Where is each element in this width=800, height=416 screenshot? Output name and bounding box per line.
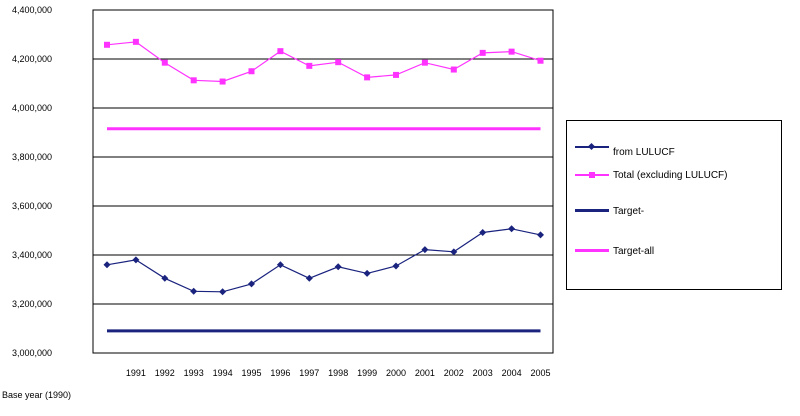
y-axis-ticks: 3,000,000 3,200,000 3,400,000 3,600,000 3,80…	[12, 5, 52, 358]
data-point-diamond	[305, 274, 313, 282]
data-point-diamond	[392, 262, 400, 270]
legend-item-target-all: Target-all	[575, 245, 654, 257]
series-markers	[103, 38, 544, 296]
data-point-square	[508, 48, 515, 55]
x-tick-label: 1997	[299, 368, 319, 378]
data-point-diamond	[334, 263, 342, 271]
legend-swatch-square	[575, 169, 609, 181]
data-point-square	[393, 71, 399, 78]
data-point-square	[190, 77, 197, 84]
y-tick-label: 3,200,000	[12, 299, 52, 309]
data-point-diamond	[190, 287, 198, 295]
data-point-diamond	[479, 228, 487, 236]
data-point-diamond	[363, 269, 371, 277]
y-tick-label: 3,800,000	[12, 152, 52, 162]
x-tick-label: 1998	[328, 368, 348, 378]
legend: from LULUCF Total (excluding LULUCF) Tar…	[566, 120, 782, 290]
data-point-square	[219, 78, 226, 85]
data-point-square	[248, 68, 255, 75]
x-tick-label: 2000	[386, 368, 406, 378]
y-tick-label: 4,200,000	[12, 54, 52, 64]
legend-item-from-lulucf: from LULUCF	[575, 135, 675, 158]
data-point-square	[450, 66, 457, 73]
data-point-diamond	[219, 288, 227, 296]
data-point-square	[277, 48, 284, 55]
data-point-diamond	[450, 248, 458, 256]
y-tick-label: 3,000,000	[12, 348, 52, 358]
line-chart: 3,000,000 3,200,000 3,400,000 3,600,000 3,80…	[12, 5, 554, 378]
data-point-square	[421, 59, 428, 66]
x-tick-label: 1991	[126, 368, 146, 378]
series-line-1	[106, 41, 541, 83]
x-tick-label: 2005	[530, 368, 550, 378]
x-tick-label: 2002	[444, 368, 464, 378]
legend-label: from LULUCF	[613, 147, 675, 158]
x-tick-label: 1996	[270, 368, 290, 378]
x-tick-label: 1993	[184, 368, 204, 378]
x-tick-label: 1995	[241, 368, 261, 378]
data-point-diamond	[103, 261, 111, 269]
legend-item-total: Total (excluding LULUCF)	[575, 169, 728, 181]
data-point-square	[306, 62, 313, 69]
x-axis-ticks: 1991 1992 1993 1994 1995 1996 1997 1998 1999 2000…	[126, 368, 551, 378]
plot-area	[92, 9, 554, 354]
x-tick-label: 2001	[415, 368, 435, 378]
legend-label: Total (excluding LULUCF)	[613, 169, 728, 181]
legend-item-target: Target-	[575, 205, 644, 217]
series-lines	[106, 41, 541, 333]
x-axis-note: Base year (1990)	[2, 390, 72, 400]
x-tick-label: 1999	[357, 368, 377, 378]
data-point-square	[364, 74, 371, 81]
y-tick-label: 4,400,000	[12, 5, 52, 15]
x-tick-label: 2004	[502, 368, 522, 378]
data-point-square	[479, 49, 486, 56]
legend-label: Target-all	[613, 245, 655, 257]
x-tick-label: 1992	[155, 368, 175, 378]
legend-swatch-line	[575, 205, 609, 217]
grid-lines	[93, 9, 553, 354]
y-tick-label: 3,400,000	[12, 250, 52, 260]
data-point-diamond	[276, 261, 284, 269]
data-point-square	[335, 59, 342, 66]
x-tick-label: 2003	[473, 368, 493, 378]
legend-label: Target-	[613, 205, 645, 217]
x-tick-label: 1994	[213, 368, 233, 378]
data-point-diamond	[537, 231, 544, 239]
y-tick-label: 4,000,000	[12, 103, 52, 113]
legend-swatch-line	[575, 245, 609, 257]
legend-swatch-diamond	[575, 141, 609, 153]
data-point-square	[132, 38, 139, 45]
data-point-diamond	[508, 225, 516, 233]
data-point-square	[161, 59, 168, 66]
data-point-diamond	[132, 256, 140, 264]
series-line-0	[106, 228, 541, 293]
y-tick-label: 3,600,000	[12, 201, 52, 211]
data-point-square	[537, 57, 544, 64]
data-point-diamond	[421, 246, 429, 254]
data-point-diamond	[248, 280, 255, 288]
data-point-square	[104, 41, 110, 48]
data-point-diamond	[161, 274, 169, 282]
